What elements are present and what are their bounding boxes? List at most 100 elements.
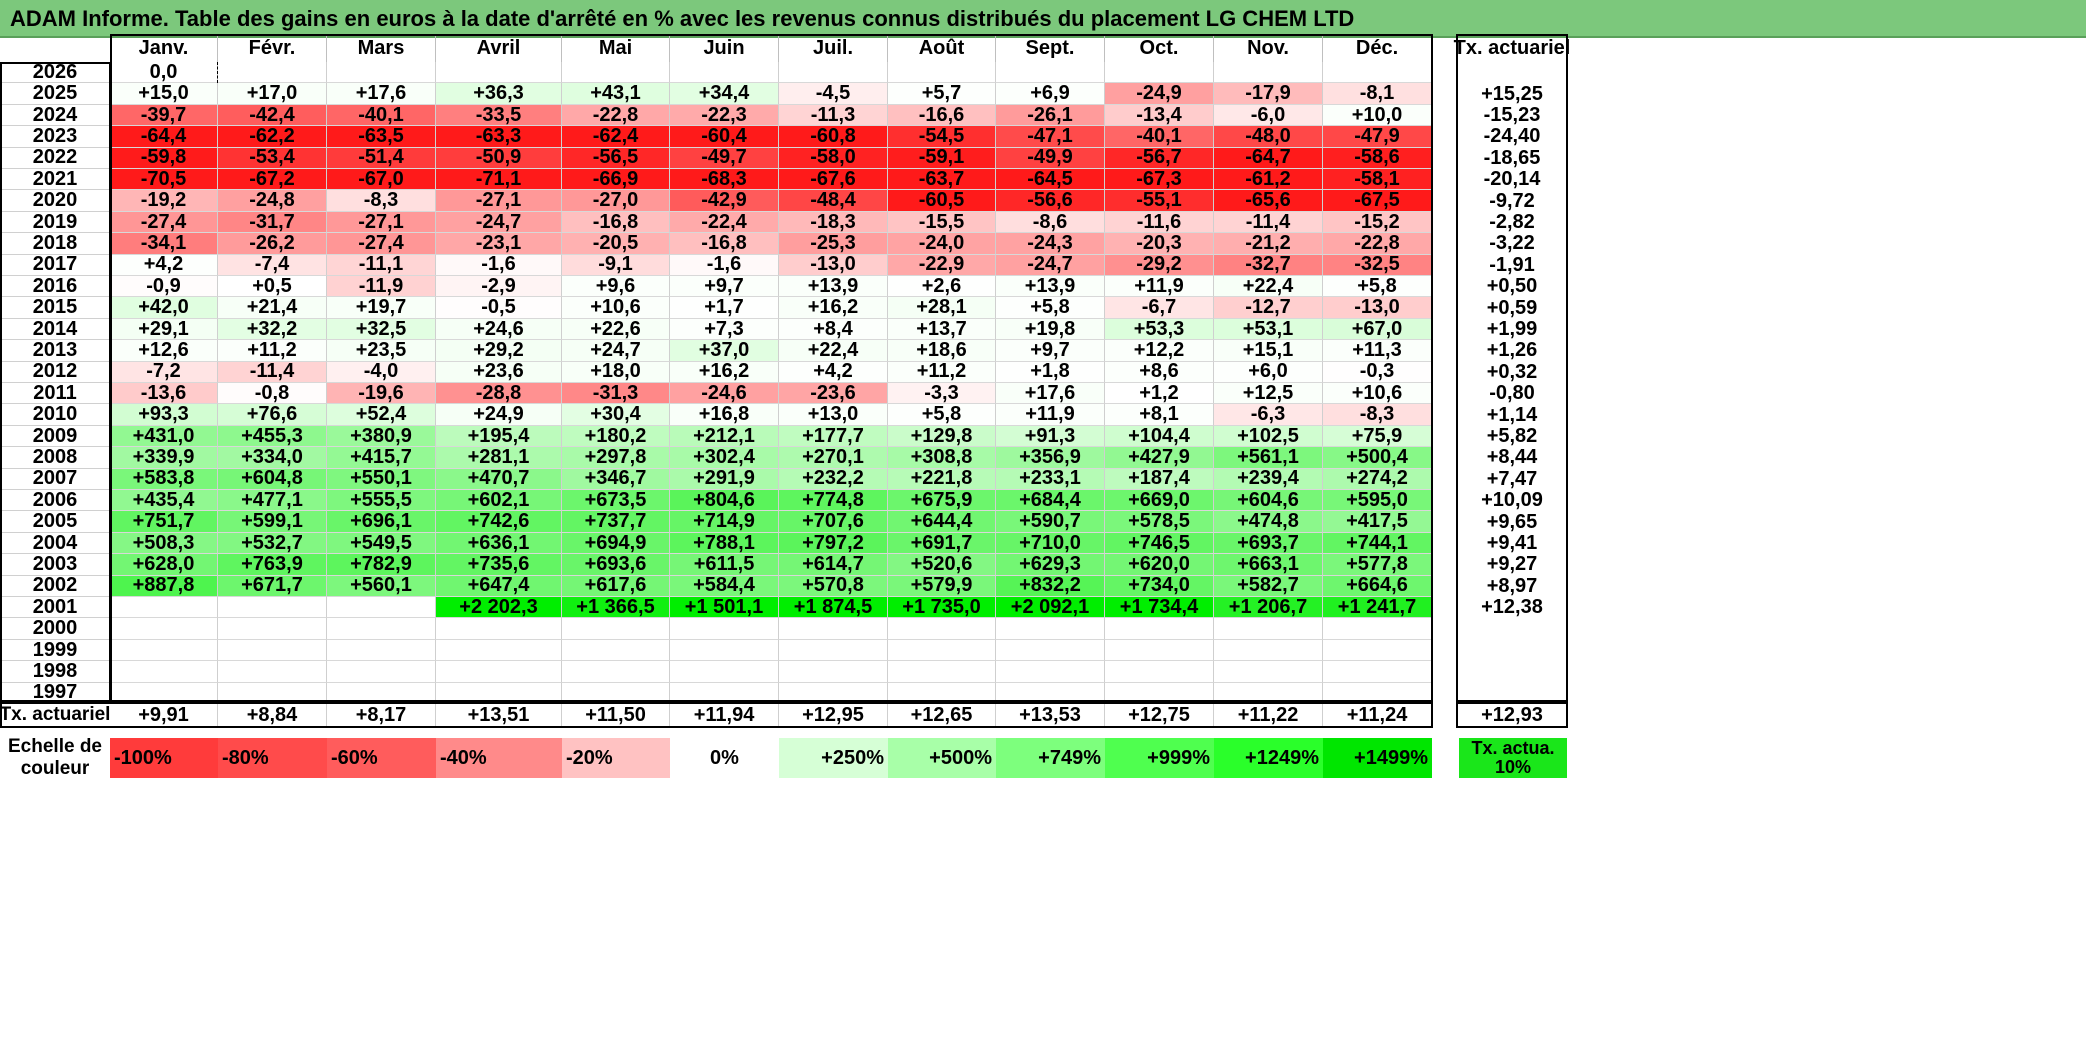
month-header: Févr. <box>218 34 327 62</box>
table-cell: +595,0 <box>1323 489 1432 512</box>
year-label: 2023 <box>0 125 110 148</box>
table-cell: +744,1 <box>1323 532 1432 555</box>
table-cell: +628,0 <box>110 553 218 576</box>
table-cell: +431,0 <box>110 425 218 448</box>
table-cell: +671,7 <box>218 574 327 597</box>
table-cell: -40,1 <box>327 104 436 127</box>
table-cell: +887,8 <box>110 574 218 597</box>
table-cell: +734,0 <box>1105 574 1214 597</box>
table-cell: -64,5 <box>996 168 1105 191</box>
annual-cell: +0,50 <box>1486 275 1538 298</box>
table-cell <box>779 62 888 84</box>
table-cell: -23,6 <box>779 382 888 405</box>
annual-cell: +12,38 <box>1481 596 1543 619</box>
table-cell: +5,8 <box>996 296 1105 319</box>
table-cell: +474,8 <box>1214 510 1323 533</box>
table-cell: +560,1 <box>327 574 436 597</box>
table-cell: +19,8 <box>996 318 1105 341</box>
table-cell: -58,1 <box>1323 168 1432 191</box>
footer-cell: +9,91 <box>110 702 218 728</box>
table-cell <box>1323 639 1432 662</box>
table-cell: +4,2 <box>110 253 218 276</box>
table-cell: -6,7 <box>1105 296 1214 319</box>
table-cell <box>562 62 670 84</box>
table-cell: -11,6 <box>1105 211 1214 234</box>
table-cell: +599,1 <box>218 510 327 533</box>
table-cell: +24,7 <box>562 339 670 362</box>
table-cell: +620,0 <box>1105 553 1214 576</box>
table-cell: +746,5 <box>1105 532 1214 555</box>
table-cell: +15,0 <box>110 82 218 105</box>
table-cell: +281,1 <box>436 446 562 469</box>
table-cell: -53,4 <box>218 146 327 169</box>
table-cell: +212,1 <box>670 425 779 448</box>
table-cell: +737,7 <box>562 510 670 533</box>
legend-swatch: +1499% <box>1323 738 1432 778</box>
table-cell: -27,0 <box>562 189 670 212</box>
table-cell: +32,5 <box>327 318 436 341</box>
table-cell <box>110 682 218 704</box>
table-cell: +18,0 <box>562 360 670 383</box>
year-label: 2020 <box>0 189 110 212</box>
table-cell: -12,7 <box>1214 296 1323 319</box>
table-cell: -67,5 <box>1323 189 1432 212</box>
table-cell: -11,9 <box>327 275 436 298</box>
table-cell <box>436 682 562 704</box>
table-cell: +13,0 <box>779 403 888 426</box>
table-cell: +1 366,5 <box>562 596 670 619</box>
table-cell: +0,5 <box>218 275 327 298</box>
table-cell: -8,6 <box>996 211 1105 234</box>
table-cell: +579,9 <box>888 574 996 597</box>
table-cell: -24,0 <box>888 232 996 255</box>
table-cell: -71,1 <box>436 168 562 191</box>
table-cell: -68,3 <box>670 168 779 191</box>
table-cell <box>1214 62 1323 84</box>
table-cell: +673,5 <box>562 489 670 512</box>
table-cell <box>218 682 327 704</box>
table-cell: -67,6 <box>779 168 888 191</box>
year-label: 2001 <box>0 596 110 619</box>
current-month-marker <box>217 62 218 84</box>
table-cell: -7,4 <box>218 253 327 276</box>
table-cell: +417,5 <box>1323 510 1432 533</box>
table-cell: +549,5 <box>327 532 436 555</box>
year-label: 2000 <box>0 617 110 640</box>
page-title: ADAM Informe. Table des gains en euros à… <box>10 6 1355 31</box>
year-label: 2012 <box>0 360 110 383</box>
table-cell: -13,0 <box>1323 296 1432 319</box>
table-cell: -6,3 <box>1214 403 1323 426</box>
annual-header: Tx. actuariel <box>1453 36 1571 59</box>
table-cell: -24,8 <box>218 189 327 212</box>
table-cell: +10,6 <box>1323 382 1432 405</box>
footer-cell: +11,50 <box>562 702 670 728</box>
table-cell: +797,2 <box>779 532 888 555</box>
table-cell: -58,0 <box>779 146 888 169</box>
table-cell: +11,9 <box>1105 275 1214 298</box>
table-cell: +629,3 <box>996 553 1105 576</box>
table-cell: +19,7 <box>327 296 436 319</box>
table-cell: +29,2 <box>436 339 562 362</box>
footer-cell: +12,75 <box>1105 702 1214 728</box>
table-cell: -29,2 <box>1105 253 1214 276</box>
table-cell: +782,9 <box>327 553 436 576</box>
year-label: 2005 <box>0 510 110 533</box>
table-cell: +180,2 <box>562 425 670 448</box>
table-cell: +582,7 <box>1214 574 1323 597</box>
table-cell: +7,3 <box>670 318 779 341</box>
table-cell <box>888 639 996 662</box>
table-cell: +9,7 <box>670 275 779 298</box>
table-cell: +52,4 <box>327 403 436 426</box>
table-cell: +11,9 <box>996 403 1105 426</box>
table-cell: -27,1 <box>327 211 436 234</box>
table-cell: +11,2 <box>888 360 996 383</box>
table-cell: +751,7 <box>110 510 218 533</box>
table-cell: +1 735,0 <box>888 596 996 619</box>
table-cell: +696,1 <box>327 510 436 533</box>
table-cell: +36,3 <box>436 82 562 105</box>
footer-cell: +8,84 <box>218 702 327 728</box>
table-cell: -42,9 <box>670 189 779 212</box>
table-cell: -67,3 <box>1105 168 1214 191</box>
year-label: 2014 <box>0 318 110 341</box>
legend-swatch: +250% <box>779 738 888 778</box>
table-cell: +663,1 <box>1214 553 1323 576</box>
